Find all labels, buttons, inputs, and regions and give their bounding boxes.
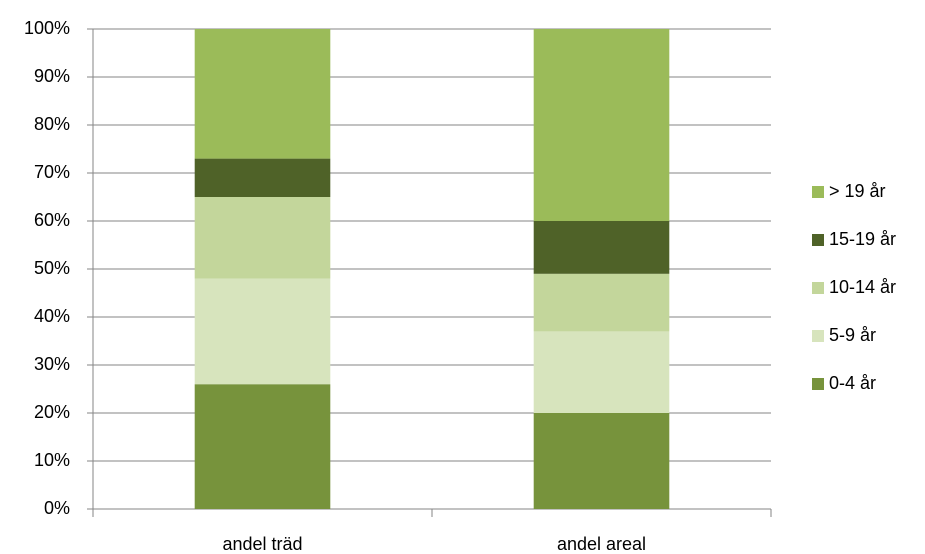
y-tick-label: 100%: [24, 18, 70, 38]
legend-swatch: [812, 330, 824, 342]
y-tick-label: 10%: [34, 450, 70, 470]
y-tick-label: 20%: [34, 402, 70, 422]
y-tick-label: 70%: [34, 162, 70, 182]
bar-segment: [194, 197, 331, 279]
legend-label: 5-9 år: [829, 325, 876, 345]
bar-segment: [533, 221, 670, 274]
y-tick-label: 0%: [44, 498, 70, 518]
bar-segment: [533, 273, 670, 332]
y-tick-label: 40%: [34, 306, 70, 326]
y-tick-label: 50%: [34, 258, 70, 278]
legend-swatch: [812, 282, 824, 294]
x-tick-label: andel areal: [557, 534, 646, 554]
bar-segment: [194, 384, 331, 509]
bar-segment: [533, 29, 670, 221]
bar-segment: [194, 278, 331, 385]
bar-segment: [533, 413, 670, 509]
bar-segment: [533, 331, 670, 413]
legend-label: 15-19 år: [829, 229, 896, 249]
y-tick-label: 90%: [34, 66, 70, 86]
legend-swatch: [812, 186, 824, 198]
bar-segment: [194, 29, 331, 159]
bar-segment: [194, 158, 331, 197]
legend-label: > 19 år: [829, 181, 886, 201]
legend-swatch: [812, 234, 824, 246]
y-tick-label: 80%: [34, 114, 70, 134]
legend-label: 0-4 år: [829, 373, 876, 393]
legend-swatch: [812, 378, 824, 390]
y-tick-label: 30%: [34, 354, 70, 374]
legend-label: 10-14 år: [829, 277, 896, 297]
y-tick-label: 60%: [34, 210, 70, 230]
x-tick-label: andel träd: [222, 534, 302, 554]
